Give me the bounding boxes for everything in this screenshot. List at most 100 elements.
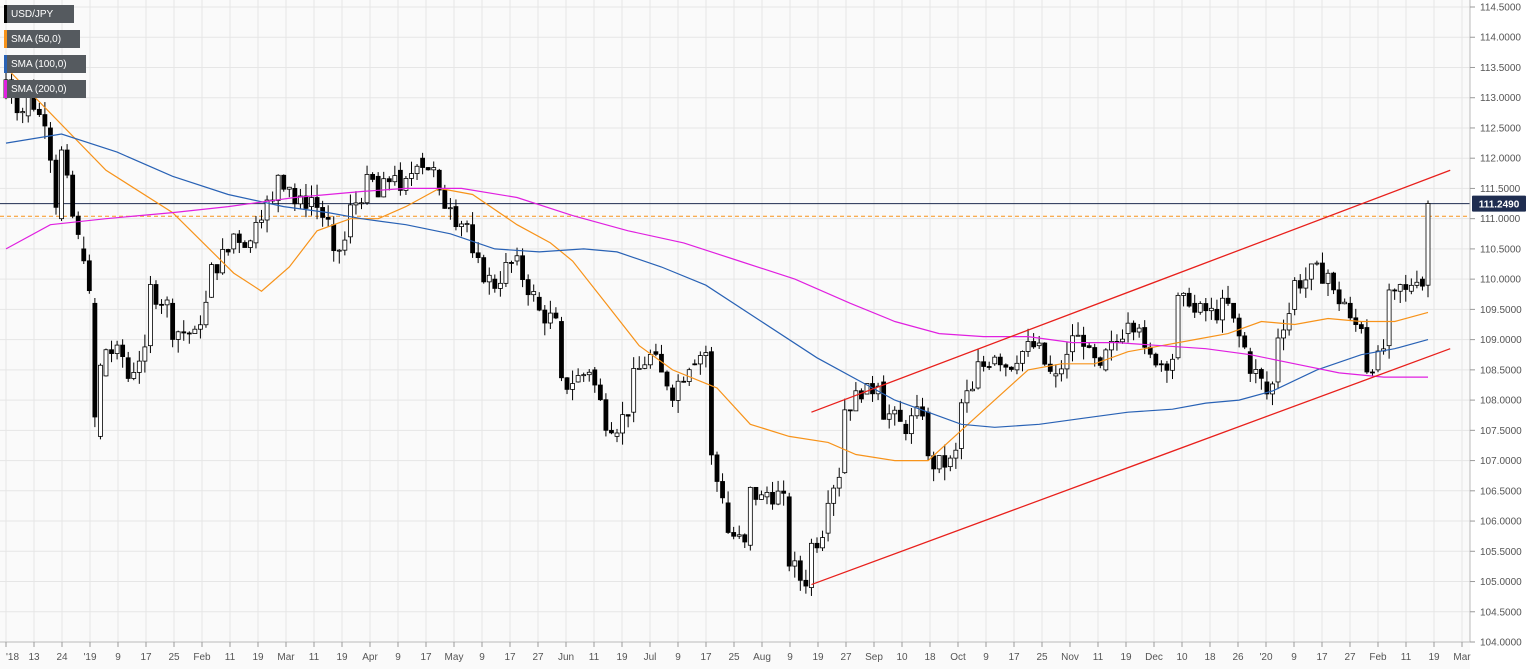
bullish-candle — [1281, 329, 1286, 339]
bearish-candle — [725, 502, 731, 533]
bearish-candle — [625, 414, 631, 417]
bullish-candle — [975, 361, 981, 389]
x-tick-label: 17 — [700, 652, 712, 663]
bearish-candle — [1142, 327, 1148, 348]
bearish-candle — [1225, 297, 1231, 304]
x-tick-label: Sep — [865, 652, 883, 663]
bullish-candle — [220, 249, 226, 274]
bullish-candle — [364, 174, 370, 204]
bearish-candle — [709, 351, 714, 456]
y-tick-label: 107.0000 — [1480, 456, 1522, 467]
y-tick-label: 114.0000 — [1480, 33, 1521, 44]
bearish-candle — [397, 169, 403, 191]
x-axis: '18 13 24 '19 9 17 25 Feb 11 19 Mar 11 19 Apr 9 17 May 9 1… — [0, 641, 1471, 663]
y-tick-label: 111.0000 — [1480, 214, 1521, 225]
x-tick-label: 25 — [1036, 652, 1048, 663]
bearish-candle — [997, 356, 1003, 366]
bearish-candle — [53, 159, 59, 208]
bearish-candle — [1008, 366, 1014, 370]
sma50-line — [5, 67, 1429, 462]
bullish-candle — [1253, 369, 1259, 374]
x-tick-label: 17 — [140, 652, 152, 663]
gridlines — [0, 0, 1470, 669]
bearish-candle — [181, 331, 187, 334]
bearish-candle — [681, 380, 687, 383]
bullish-candle — [586, 371, 592, 376]
bearish-candle — [1081, 334, 1087, 347]
bullish-candle — [59, 149, 64, 220]
bearish-candle — [1003, 364, 1009, 368]
bullish-candle — [947, 457, 953, 468]
x-tick-label: 19 — [252, 652, 264, 663]
bullish-candle — [775, 490, 781, 505]
bearish-candle — [125, 357, 131, 379]
y-tick-label: 105.5000 — [1480, 547, 1522, 558]
bullish-candle — [1136, 327, 1142, 333]
bullish-candle — [1325, 272, 1331, 284]
bullish-candle — [892, 409, 898, 415]
bullish-candle — [1197, 303, 1203, 313]
x-tick-label: 10 — [1176, 652, 1188, 663]
bullish-candle — [464, 223, 470, 225]
bearish-candle — [325, 217, 331, 220]
bearish-candle — [420, 157, 426, 168]
x-tick-label: 26 — [1232, 652, 1244, 663]
x-tick-label: 17 — [420, 652, 432, 663]
y-tick-label: 113.5000 — [1480, 63, 1521, 74]
x-tick-label: 19 — [616, 652, 628, 663]
bearish-candle — [1047, 363, 1053, 372]
bearish-candle — [303, 195, 309, 209]
bullish-candle — [286, 186, 292, 190]
x-tick-label: 11 — [589, 652, 600, 663]
x-tick-label: '19 — [83, 652, 96, 663]
bullish-candle — [1070, 335, 1075, 353]
bearish-candle — [214, 264, 220, 274]
bearish-candle — [92, 302, 98, 418]
bearish-candle — [242, 242, 248, 248]
bearish-candle — [942, 455, 948, 468]
x-tick-label: 11 — [1401, 652, 1412, 663]
bearish-candle — [1203, 303, 1209, 312]
bearish-candle — [153, 284, 159, 305]
bullish-candle — [431, 167, 437, 171]
legend: USD/JPY SMA (50,0) SMA (100,0) SMA (200,… — [4, 5, 86, 105]
bullish-candle — [20, 111, 26, 114]
bullish-candle — [1286, 313, 1292, 331]
bullish-candle — [1125, 322, 1131, 334]
x-tick-label: '20 — [1259, 652, 1272, 663]
bearish-candle — [386, 178, 392, 183]
y-tick-label: 106.0000 — [1480, 517, 1522, 528]
horizontal-levels — [0, 203, 1470, 217]
plot-background — [0, 0, 1470, 669]
y-tick-label: 114.5000 — [1480, 3, 1521, 14]
bearish-candle — [1364, 327, 1370, 373]
bullish-candle — [759, 494, 764, 500]
bearish-candle — [225, 249, 231, 253]
y-tick-label: 109.0000 — [1480, 335, 1522, 346]
moving-averages — [5, 67, 1429, 462]
bearish-candle — [281, 174, 287, 190]
x-tick-label: 11 — [1093, 652, 1104, 663]
legend-item-sma100[interactable]: SMA (100,0) — [4, 55, 86, 73]
bullish-candle — [736, 534, 742, 537]
bullish-candle — [131, 372, 137, 379]
bearish-candle — [692, 363, 698, 366]
legend-item-sma50[interactable]: SMA (50,0) — [4, 30, 80, 48]
bullish-candle — [1075, 334, 1081, 337]
bullish-candle — [964, 390, 970, 404]
y-tick-label: 107.5000 — [1480, 426, 1522, 437]
y-tick-label: 112.5000 — [1480, 123, 1521, 134]
y-tick-label: 105.0000 — [1480, 577, 1522, 588]
y-axis: 114.5000 114.0000 113.5000 113.0000 112.5000… — [1469, 0, 1522, 649]
legend-item-usdjpy[interactable]: USD/JPY — [4, 5, 74, 23]
x-tick-label: 25 — [168, 652, 180, 663]
bullish-candle — [148, 284, 153, 347]
bullish-candle — [503, 262, 509, 284]
bullish-candle — [342, 239, 348, 251]
bullish-candle — [403, 178, 409, 191]
bullish-candle — [697, 355, 703, 365]
legend-item-sma200[interactable]: SMA (200,0) — [4, 80, 86, 98]
bullish-candle — [1270, 383, 1275, 395]
x-tick-label: Feb — [193, 652, 211, 663]
bullish-candle — [703, 352, 709, 356]
